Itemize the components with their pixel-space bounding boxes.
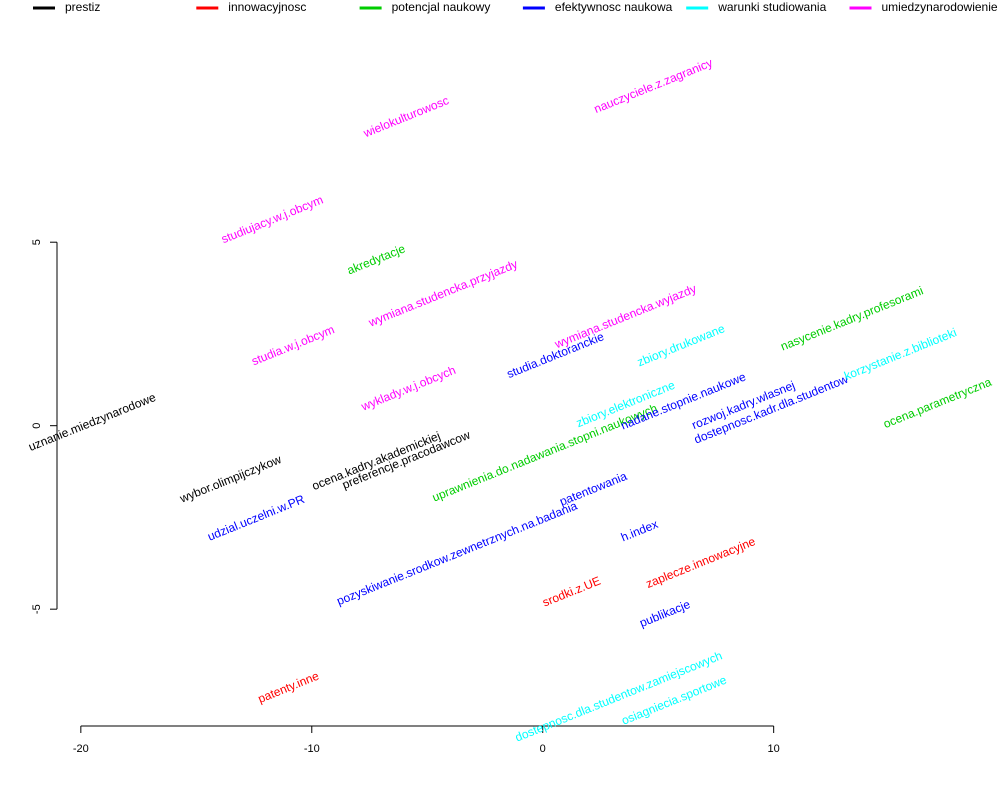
- point-label: uznanie.miedzynarodowe: [26, 390, 158, 454]
- point-label: ocena.parametryczna: [881, 375, 994, 431]
- legend-label: prestiz: [65, 0, 100, 14]
- x-tick-label: 0: [540, 743, 546, 755]
- legend-label: efektywnosc naukowa: [555, 0, 673, 14]
- point-label: patentowania: [558, 469, 630, 509]
- point-label: studia.w.j.obcym: [250, 322, 337, 368]
- point-label: wymiana.studencka.przyjazdy: [366, 257, 520, 330]
- point-label: studiujacy.w.j.obcym: [219, 193, 325, 247]
- point-label: akredytacje: [345, 241, 407, 277]
- point-label: nauczyciele.z.zagranicy: [592, 56, 715, 116]
- x-tick-label: 10: [768, 743, 780, 755]
- point-label: udzial.uczelni.w.PR: [205, 492, 306, 544]
- point-label: zbiory.drukowane: [635, 321, 727, 369]
- point-label: wybor.olimpijczykow: [177, 452, 284, 506]
- point-label: wielokulturowosc: [361, 93, 451, 140]
- point-label: patenty.inne: [256, 669, 321, 706]
- legend-label: umiedzynarodowienie: [882, 0, 998, 14]
- point-label: publikacje: [637, 597, 692, 630]
- x-tick-label: -10: [304, 743, 320, 755]
- y-tick-label: 0: [31, 423, 43, 429]
- legend-label: warunki studiowania: [717, 0, 826, 14]
- legend-label: innowacyjnosc: [228, 0, 306, 14]
- y-tick-label: -5: [31, 604, 43, 614]
- point-label: pozyskiwanie.srodkow.zewnetrznych.na.bad…: [335, 498, 580, 608]
- point-label: zaplecze.innowacyjne: [644, 534, 758, 591]
- y-tick-label: 5: [31, 239, 43, 245]
- legend-label: potencjal naukowy: [392, 0, 491, 14]
- point-label: wyklady.w.j.obcych: [358, 363, 457, 414]
- point-label: srodki.z.UE: [540, 574, 602, 610]
- point-label: korzystanie.z.biblioteki: [842, 325, 959, 383]
- point-label: ocena.kadry.akademickiej: [310, 429, 442, 493]
- x-tick-label: -20: [73, 743, 89, 755]
- point-label: h.index: [619, 517, 660, 544]
- point-label: nasycenie.kadry.profesorami: [779, 283, 926, 353]
